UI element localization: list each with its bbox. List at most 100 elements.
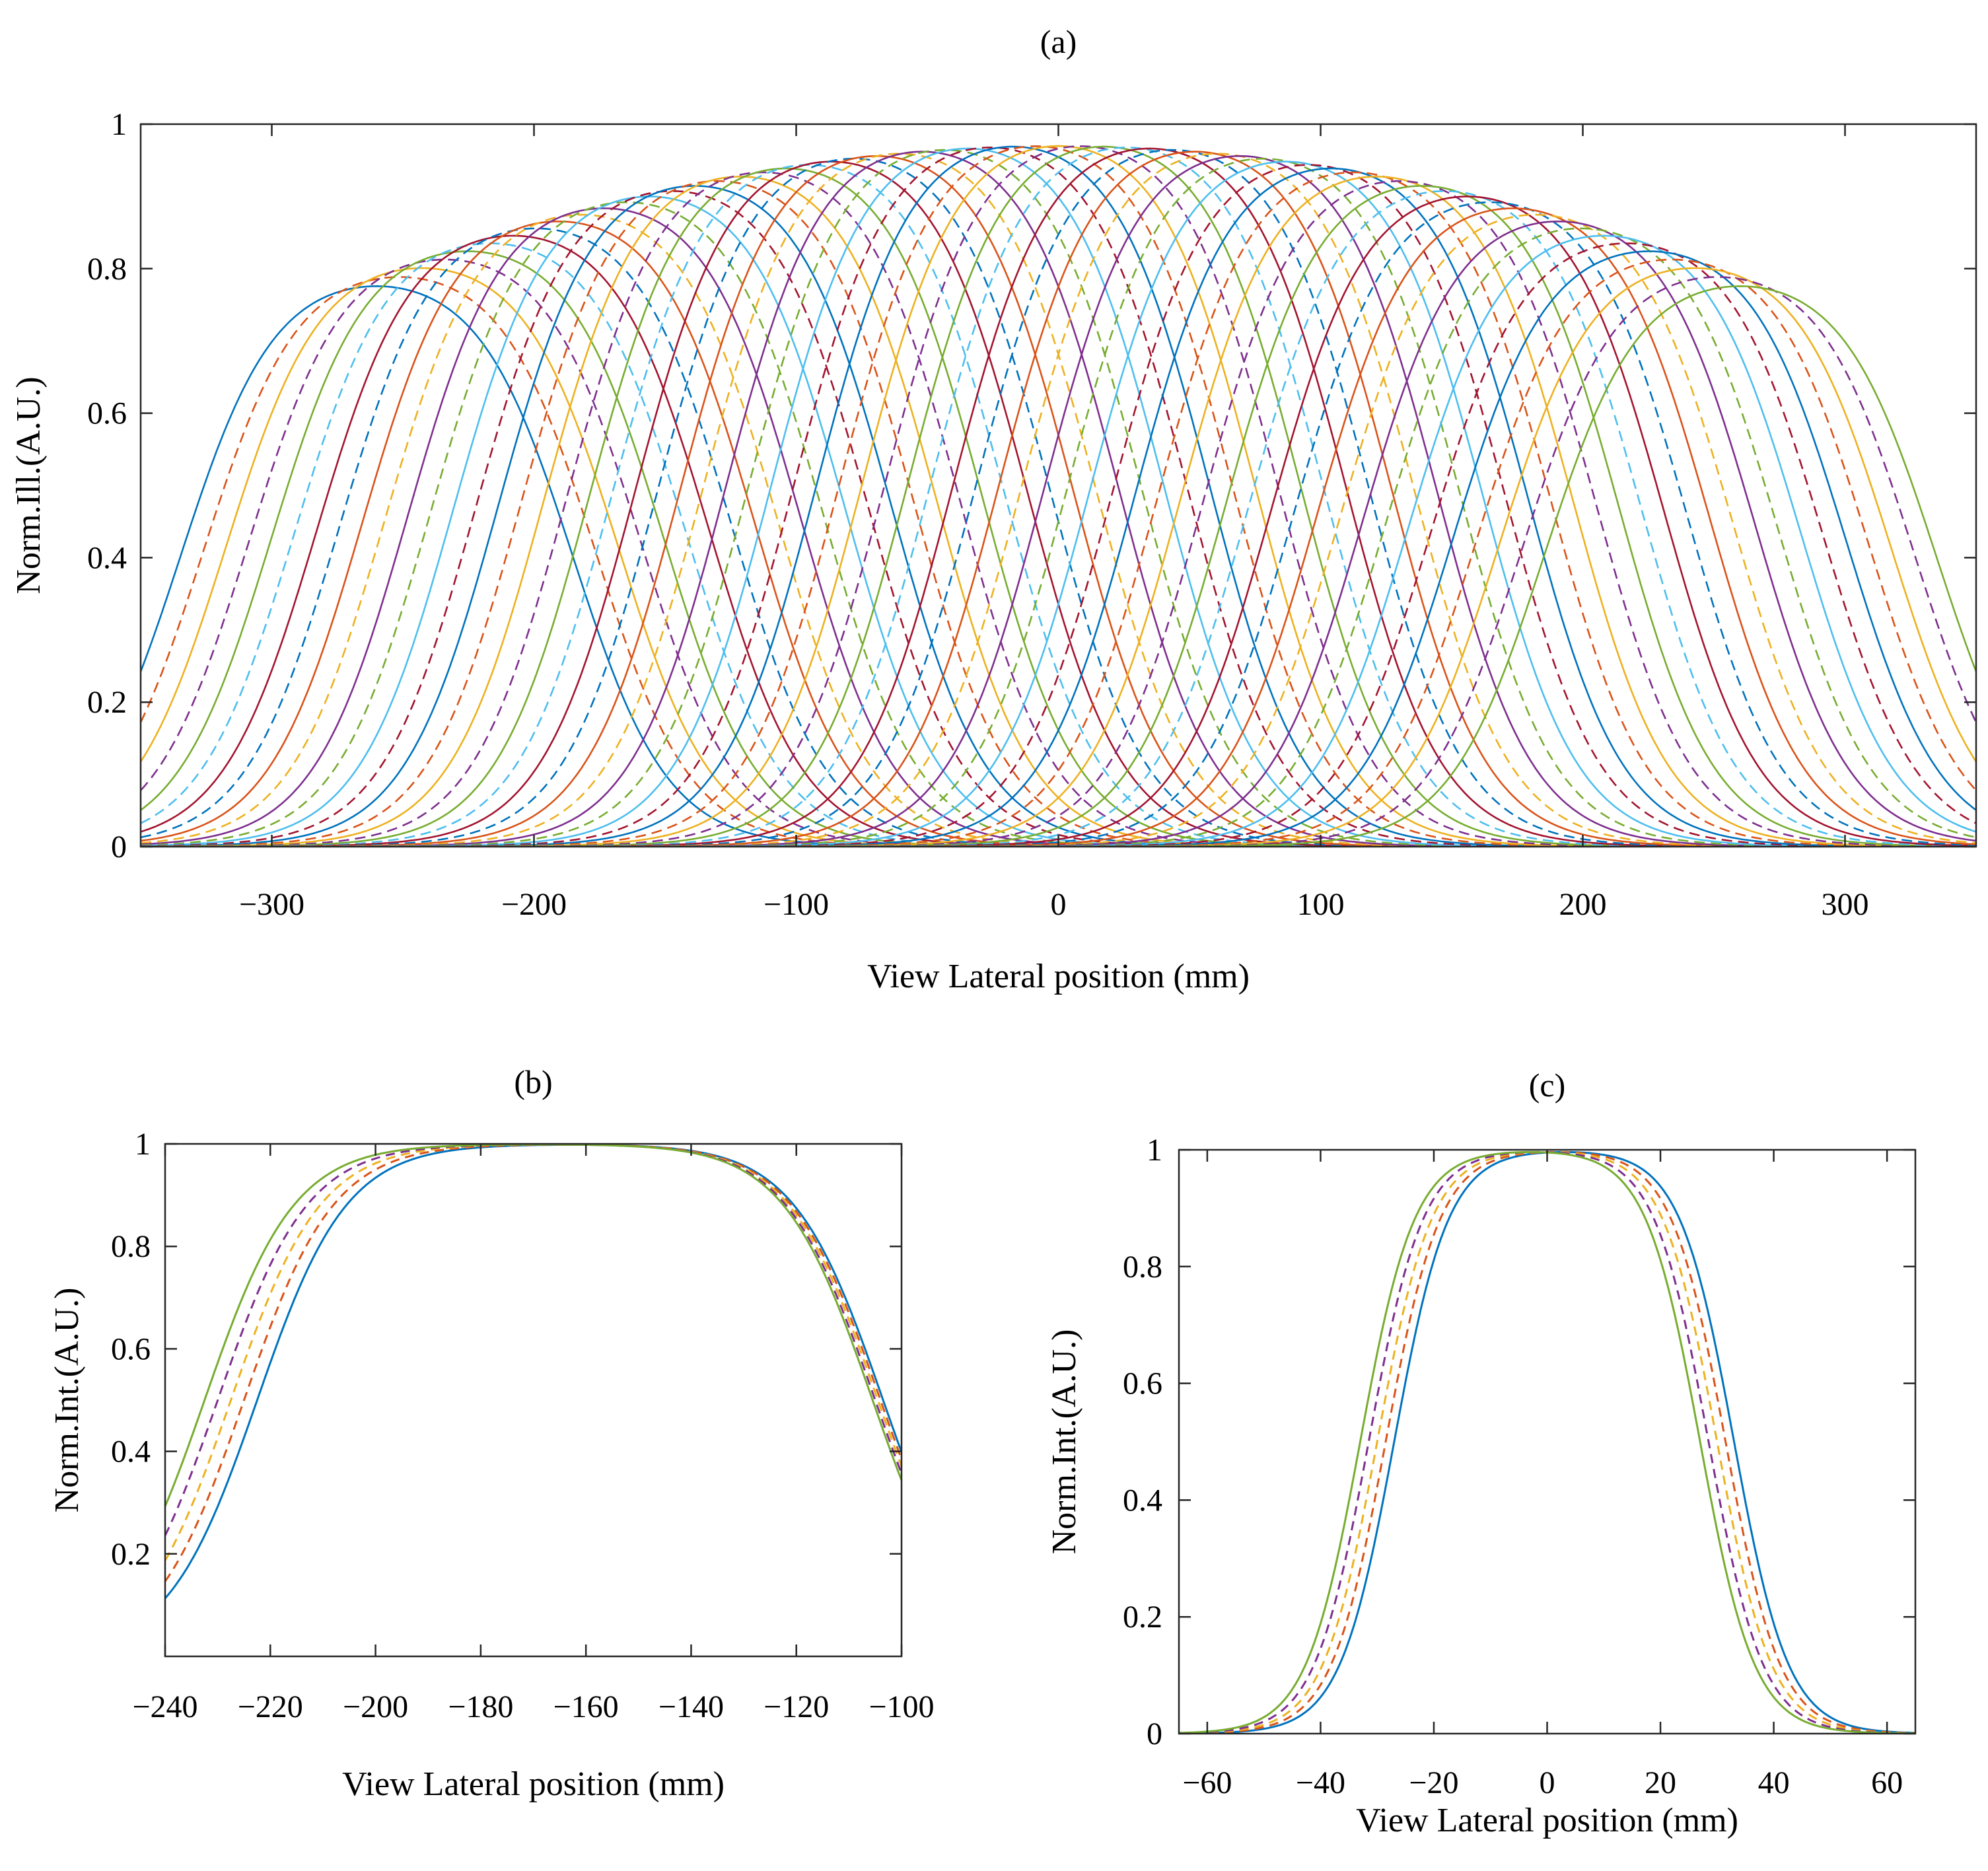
- x-tick-label: −220: [238, 1689, 303, 1724]
- series-line: [141, 151, 1976, 847]
- series-line: [141, 250, 1976, 847]
- series-line: [141, 242, 1976, 847]
- x-axis-label: View Lateral position (mm): [867, 958, 1250, 995]
- series-line-green: [165, 1144, 902, 1507]
- series-line: [141, 285, 1976, 847]
- series-line: [141, 153, 1976, 847]
- y-tick-label: 0.8: [111, 1229, 151, 1264]
- x-axis-label: View Lateral position (mm): [342, 1765, 725, 1803]
- y-tick-label: 0.2: [1123, 1600, 1162, 1635]
- series-line-yellow: [1179, 1150, 1915, 1734]
- x-tick-label: 20: [1645, 1765, 1676, 1800]
- series-group: [141, 145, 1976, 847]
- series-line: [141, 145, 1976, 847]
- x-tick-label: 0: [1540, 1765, 1555, 1800]
- series-line: [141, 149, 1976, 847]
- x-tick-label: 100: [1297, 887, 1345, 922]
- series-line: [141, 157, 1976, 847]
- x-tick-label: 0: [1051, 887, 1067, 922]
- y-tick-label: 1: [135, 1127, 151, 1162]
- x-tick-label: −140: [658, 1689, 724, 1724]
- y-tick-label: 0.4: [87, 540, 127, 575]
- x-tick-label: −100: [869, 1689, 934, 1724]
- chart-panel-1: −240 −220 −200 −180 −160 −140 −120 −100 0.2 0.4 0.…: [48, 1063, 935, 1803]
- y-tick-label: 0.2: [111, 1537, 151, 1572]
- x-tick-label: −100: [763, 887, 829, 922]
- series-line: [141, 155, 1976, 847]
- x-tick-label: −40: [1296, 1765, 1345, 1800]
- y-axis-label: Norm.Int.(A.U.): [48, 1288, 86, 1513]
- x-tick-label: −300: [239, 887, 304, 922]
- series-line: [141, 250, 1976, 847]
- series-line: [141, 167, 1976, 847]
- x-tick-label: 40: [1758, 1765, 1790, 1800]
- series-line: [141, 145, 1976, 847]
- series-line-orange: [1179, 1150, 1915, 1734]
- series-line: [141, 285, 1976, 847]
- series-line: [141, 242, 1976, 847]
- series-line-yellow: [165, 1144, 902, 1561]
- series-line: [141, 276, 1976, 847]
- x-tick-label: −60: [1182, 1765, 1232, 1800]
- series-line-green: [1179, 1150, 1915, 1734]
- plot-frame: [164, 1143, 903, 1658]
- y-tick-label: 1: [111, 107, 127, 142]
- series-line: [141, 201, 1976, 847]
- y-tick-label: 0: [111, 830, 127, 865]
- y-axis-label: Norm.Int.(A.U.): [1046, 1329, 1083, 1555]
- series-line: [141, 185, 1976, 847]
- series-line: [141, 227, 1976, 847]
- x-tick-label: −180: [448, 1689, 513, 1724]
- series-line-purple: [1179, 1150, 1915, 1734]
- series-line: [141, 160, 1976, 847]
- series-line: [141, 147, 1976, 847]
- x-tick-label: −240: [132, 1689, 197, 1724]
- y-tick-label: 0.2: [87, 685, 127, 720]
- plot-frame: [1178, 1148, 1917, 1735]
- chart-panel-2: −60 −40 −20 0 20 40 60 0 0.2 0.4 0.6 0.8 1 (c) View La…: [1046, 1067, 1917, 1839]
- series-line: [141, 147, 1976, 847]
- y-tick-label: 1: [1147, 1133, 1162, 1168]
- y-axis-label: Norm.Ill.(A.U.): [10, 376, 48, 594]
- y-tick-label: 0.8: [1123, 1250, 1162, 1285]
- series-line: [141, 213, 1976, 847]
- series-group: [165, 1144, 902, 1600]
- series-line-purple: [165, 1144, 902, 1536]
- x-tick-label: 60: [1871, 1765, 1903, 1800]
- series-line: [141, 234, 1976, 847]
- x-tick-label: −120: [763, 1689, 829, 1724]
- series-line: [141, 151, 1976, 847]
- series-line: [141, 276, 1976, 847]
- series-line-blue: [1179, 1150, 1915, 1734]
- x-tick-label: 300: [1822, 887, 1869, 922]
- y-tick-label: 0.6: [87, 396, 127, 431]
- y-tick-label: 0.6: [1123, 1366, 1162, 1401]
- series-line: [141, 190, 1976, 847]
- series-line: [141, 207, 1976, 847]
- series-line: [141, 176, 1976, 847]
- x-axis-label: View Lateral position (mm): [1356, 1802, 1738, 1839]
- series-line: [141, 147, 1976, 847]
- series-line: [141, 258, 1976, 847]
- y-tick-label: 0.4: [1123, 1483, 1162, 1518]
- series-line: [141, 145, 1976, 847]
- series-line: [141, 147, 1976, 847]
- series-line: [141, 258, 1976, 847]
- series-line: [141, 155, 1976, 847]
- x-tick-label: 200: [1559, 887, 1607, 922]
- series-line: [141, 213, 1976, 847]
- panel-title: (c): [1529, 1067, 1566, 1104]
- x-tick-label: −20: [1409, 1765, 1458, 1800]
- panel-title: (a): [1040, 23, 1077, 60]
- y-tick-label: 0.6: [111, 1331, 151, 1366]
- series-line: [141, 145, 1976, 847]
- x-tick-label: −200: [343, 1689, 408, 1724]
- x-tick-label: −160: [553, 1689, 619, 1724]
- series-line: [141, 180, 1976, 847]
- series-line: [141, 171, 1976, 847]
- series-line: [141, 149, 1976, 847]
- series-line: [141, 153, 1976, 847]
- series-line: [141, 234, 1976, 847]
- series-line-orange: [165, 1144, 902, 1582]
